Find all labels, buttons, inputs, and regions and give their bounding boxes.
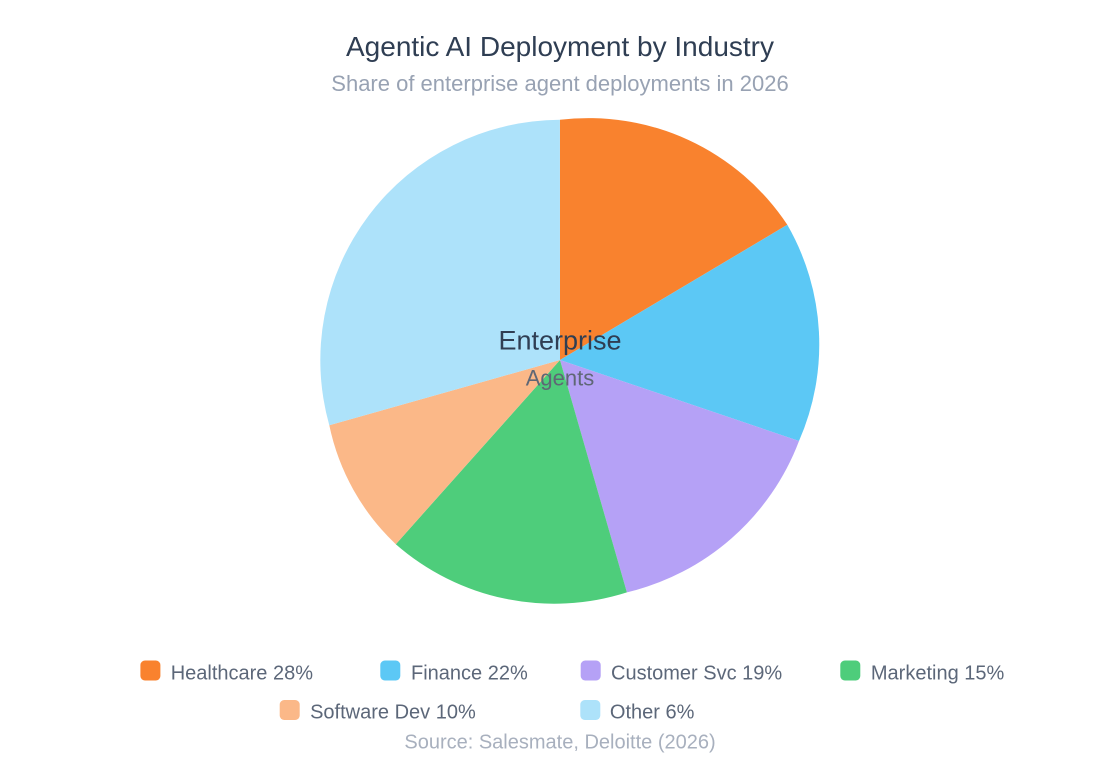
svg-text:Marketing 15%: Marketing 15%: [871, 663, 1005, 685]
svg-text:Software Dev 10%: Software Dev 10%: [310, 701, 476, 723]
svg-text:Finance 22%: Finance 22%: [411, 663, 528, 685]
svg-text:Healthcare 28%: Healthcare 28%: [171, 663, 314, 685]
svg-text:Share of enterprise agent depl: Share of enterprise agent deployments in…: [331, 71, 788, 96]
svg-text:Customer Svc 19%: Customer Svc 19%: [611, 663, 782, 685]
svg-text:Other 6%: Other 6%: [610, 701, 695, 723]
svg-text:Agentic AI Deployment by Indus: Agentic AI Deployment by Industry: [346, 31, 774, 62]
svg-text:Agents: Agents: [526, 366, 595, 391]
svg-text:Enterprise: Enterprise: [498, 326, 621, 356]
svg-text:Source: Salesmate, Deloitte (2: Source: Salesmate, Deloitte (2026): [404, 731, 715, 753]
